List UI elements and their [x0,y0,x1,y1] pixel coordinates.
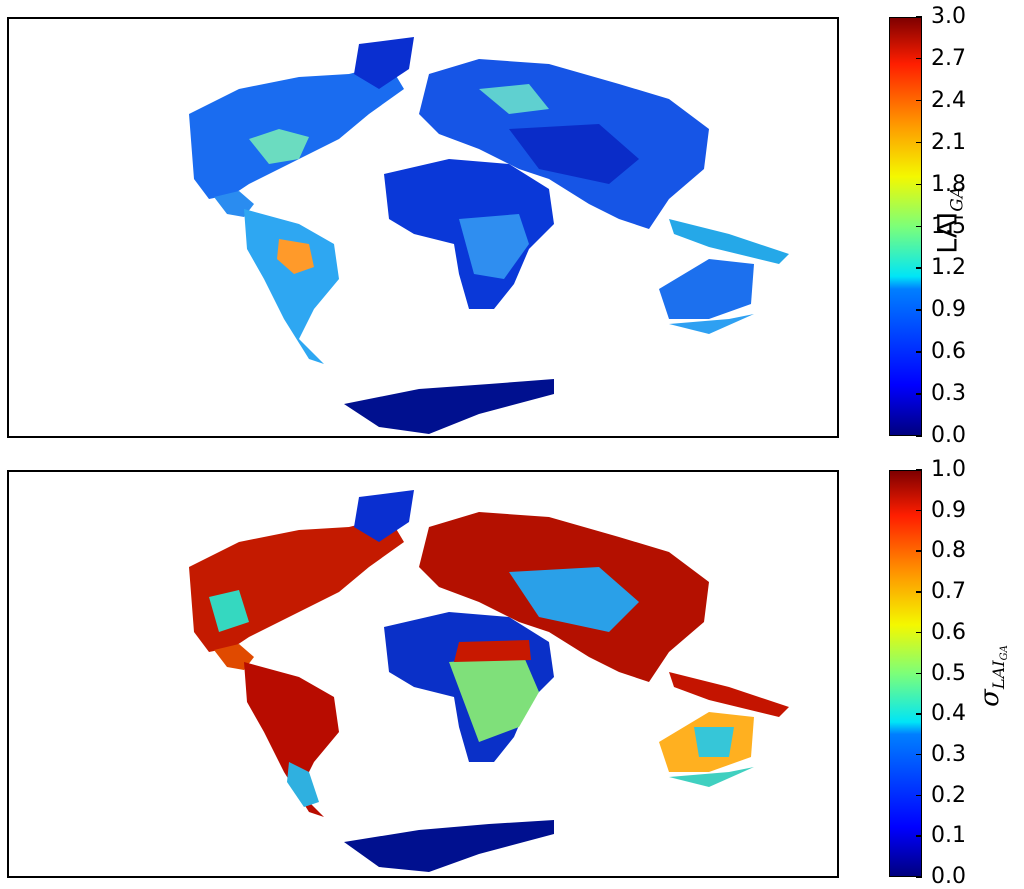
colorbar-tick-mark [916,509,922,512]
central-america-region [214,191,254,217]
colorbar-tick-label: 1.8 [931,171,966,197]
colorbar-tick-mark [916,794,922,797]
colorbar-tick-mark [916,57,922,60]
lai-uncertainty-colorbar-title: σLAIGA [975,645,1011,707]
colorbar-tick-mark [916,225,922,227]
greenland-region [354,37,414,89]
colorbar-tick-label: 0.4 [931,701,966,727]
colorbar-tick-label: 1.0 [931,457,966,482]
south-america-region [244,662,339,817]
colorbar-tick-label: 0.2 [931,782,966,808]
colorbar-tick-mark [916,753,922,756]
central-asia-desert [509,124,639,184]
colorbar-tick-label: 0.3 [931,381,966,407]
maritime-asia-region [669,219,789,264]
new-zealand-region [669,767,754,787]
colorbar-tick-label: 0.0 [931,864,966,889]
greenland-region [354,490,414,542]
colorbar-tick-label: 0.1 [931,823,966,849]
colorbar-tick-label: 0.9 [931,297,966,323]
lai-map-panel [7,17,839,438]
central-africa-highlight [449,657,539,742]
colorbar-tick-mark [916,141,922,144]
lai-colorbar-title: LAIGA [932,186,967,254]
colorbar-tick-mark [916,435,922,437]
colorbar-tick-label: 0.5 [931,660,966,686]
colorbar-tick-label: 1.2 [931,255,966,281]
colorbar-tick-mark [916,183,922,186]
colorbar-tick-label: 0.6 [931,339,966,365]
colorbar-tick-mark [916,672,922,674]
colorbar-tick-label: 0.8 [931,538,966,564]
colorbar-tick-label: 2.7 [931,45,966,71]
lai-uncertainty-map-panel [7,470,839,878]
colorbar-tick-label: 0.9 [931,497,966,523]
colorbar-tick-label: 0.7 [931,579,966,605]
patagonia-highlight [287,762,319,807]
central-asia-region [509,567,639,632]
colorbar-tick-mark [916,469,922,471]
colorbar-tick-label: 2.1 [931,129,966,155]
south-america-region [244,209,339,364]
europe-highlight [479,84,549,114]
central-america-region [214,644,254,670]
amazon-highlight [277,239,314,274]
australia-region [659,259,754,319]
antarctica-region [344,379,554,434]
lai-uncertainty-world-map [189,490,789,872]
australia-interior [694,727,734,757]
colorbar-tick-label: 3.0 [931,4,966,29]
colorbar-tick-mark [916,713,922,715]
north-america-highlight [209,590,249,632]
antarctica-region [344,820,554,872]
central-africa-highlight [459,214,529,279]
north-america-highlight [249,129,309,164]
sahel-highlight [454,640,531,662]
colorbar-tick-mark [916,393,922,395]
colorbar-tick-mark [916,550,922,552]
colorbar-tick-label: 0.0 [931,423,966,448]
maritime-asia-region [669,672,789,717]
colorbar-tick-mark [916,351,922,353]
colorbar-tick-label: 2.4 [931,87,966,113]
colorbar-tick-mark [916,99,922,102]
colorbar-tick-mark [916,309,922,311]
colorbar-tick-mark [916,835,922,837]
north-america-region [189,64,404,199]
colorbar-tick-label: 0.6 [931,619,966,645]
new-zealand-region [669,314,754,334]
colorbar-tick-mark [916,591,922,593]
colorbar-tick-mark [916,267,922,269]
colorbar-tick-label: 0.3 [931,741,966,767]
colorbar-tick-mark [916,876,922,878]
colorbar-tick-mark [916,631,922,634]
lai-world-map [189,37,789,434]
colorbar-tick-label: 1.5 [931,213,966,239]
colorbar-tick-mark [916,16,922,18]
